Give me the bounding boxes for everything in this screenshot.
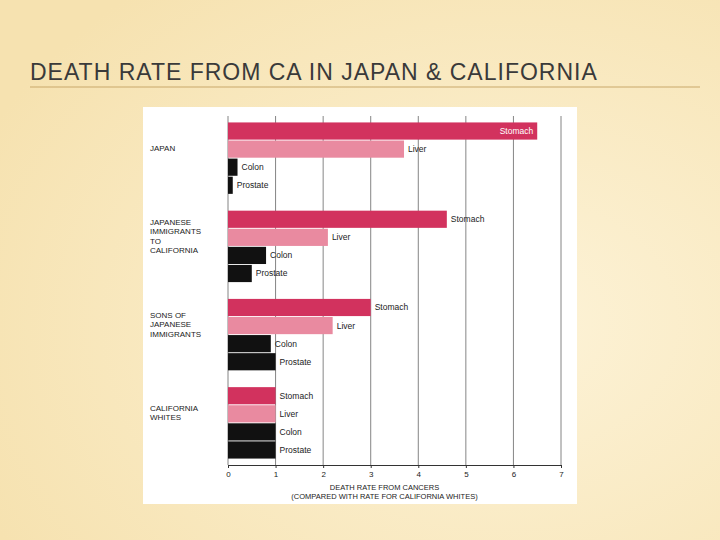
bar <box>228 317 333 334</box>
tick-label: 1 <box>274 470 279 479</box>
bar-label: Liver <box>408 144 427 154</box>
bar-label: Colon <box>242 162 264 172</box>
chart-panel <box>143 107 577 504</box>
bar <box>228 441 276 458</box>
x-axis-title: DEATH RATE FROM CANCERS(COMPARED WITH RA… <box>291 483 478 501</box>
grid-line <box>465 116 466 465</box>
tick-mark <box>323 465 324 468</box>
x-axis: 0 1 2 3 4 5 6 7 <box>226 465 564 479</box>
tick-mark <box>561 465 562 468</box>
grid-line <box>323 116 324 465</box>
bar <box>228 211 447 228</box>
bar-label: Colon <box>280 427 302 437</box>
category-label: CALIFORNIAWHITES <box>150 404 199 423</box>
bar-label: Stomach <box>500 126 534 136</box>
bar <box>228 122 537 139</box>
bar-label: Colon <box>270 250 292 260</box>
grid-line <box>370 116 371 465</box>
tick: 3 <box>369 465 374 479</box>
tick: 6 <box>512 465 517 479</box>
category-label: SONS OFJAPANESEIMMIGRANTS <box>150 311 201 339</box>
tick-label: 5 <box>464 470 469 479</box>
tick-label: 7 <box>559 470 564 479</box>
tick: 2 <box>321 465 326 479</box>
category-label: JAPAN <box>150 144 175 153</box>
bar <box>228 265 252 282</box>
category-labels: JAPAN JAPANESEIMMIGRANTSTOCALIFORNIA SONS … <box>150 144 201 422</box>
bar-label: Prostate <box>280 357 312 367</box>
bar-label: Prostate <box>256 268 288 278</box>
bar <box>228 141 404 158</box>
tick: 0 <box>226 465 231 479</box>
bar <box>228 423 276 440</box>
bar <box>228 387 276 404</box>
bar-labels: Stomach Stomach Stomach Stomach Liver Liver Li… <box>237 126 534 455</box>
bar-label: Prostate <box>237 180 269 190</box>
tick-mark <box>276 465 277 468</box>
bar <box>228 159 238 176</box>
bar <box>228 229 328 246</box>
bar-label: Liver <box>332 232 351 242</box>
bar-label: Liver <box>280 409 299 419</box>
background <box>0 0 720 540</box>
tick-label: 0 <box>226 470 231 479</box>
bar-label: Prostate <box>280 445 312 455</box>
bar-label: Colon <box>275 339 297 349</box>
tick-label: 4 <box>417 470 422 479</box>
tick-mark <box>466 465 467 468</box>
bar <box>228 299 371 316</box>
bar <box>228 177 233 194</box>
tick-label: 2 <box>321 470 326 479</box>
chart-svg: DEATH RATE FROM CA IN JAPAN & CALIFORNIA… <box>0 0 720 540</box>
title: DEATH RATE FROM CA IN JAPAN & CALIFORNIA <box>30 59 598 85</box>
bar <box>228 247 266 264</box>
tick-label: 3 <box>369 470 374 479</box>
bar-label: Stomach <box>375 302 409 312</box>
tick: 5 <box>464 465 469 479</box>
title-rule <box>30 87 700 88</box>
grid-line <box>513 116 514 465</box>
grid <box>228 116 561 465</box>
bar <box>228 353 276 370</box>
bar-label: Stomach <box>451 214 485 224</box>
grid-line <box>561 116 562 465</box>
tick: 1 <box>274 465 279 479</box>
grid-line <box>418 116 419 465</box>
tick: 4 <box>417 465 422 479</box>
bar-label: Stomach <box>280 391 314 401</box>
bar-label: Liver <box>337 321 356 331</box>
tick-mark <box>371 465 372 468</box>
tick-mark <box>228 465 229 468</box>
tick-mark <box>513 465 514 468</box>
category-label: JAPANESEIMMIGRANTSTOCALIFORNIA <box>150 218 201 256</box>
bar <box>228 335 271 352</box>
tick: 7 <box>559 465 564 479</box>
bar <box>228 405 276 422</box>
tick-mark <box>418 465 419 468</box>
x-axis-line <box>229 466 562 469</box>
tick-label: 6 <box>512 470 517 479</box>
bars <box>228 122 537 458</box>
